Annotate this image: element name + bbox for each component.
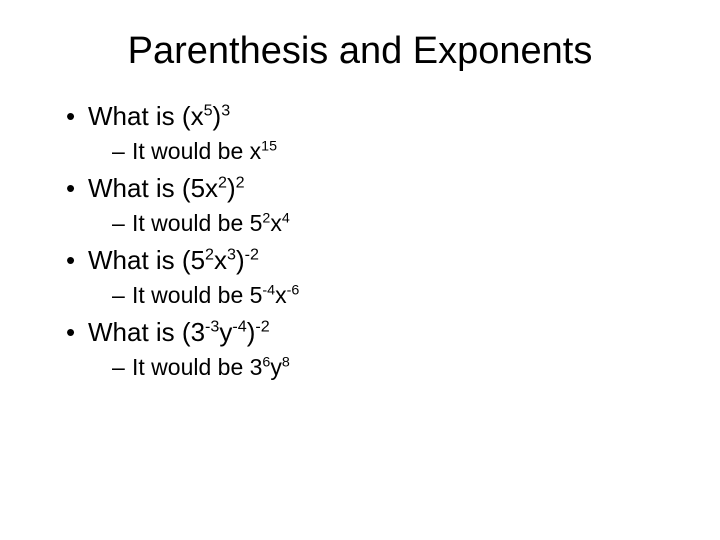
answer-text: It would be 5-4x-6	[132, 282, 299, 309]
answer-text: It would be 36y8	[132, 354, 290, 381]
bullet-marker: •	[60, 101, 88, 132]
dash-marker: –	[112, 138, 132, 165]
dash-marker: –	[112, 210, 132, 237]
dash-marker: –	[112, 354, 132, 381]
bullet-marker: •	[60, 317, 88, 348]
bullet-marker: •	[60, 173, 88, 204]
sub-item: – It would be 52x4	[60, 210, 670, 237]
bullet-item: • What is (5x2)2	[60, 173, 670, 204]
bullet-item: • What is (x5)3	[60, 101, 670, 132]
question-text: What is (3-3y-4)-2	[88, 317, 270, 348]
sub-item: – It would be 36y8	[60, 354, 670, 381]
dash-marker: –	[112, 282, 132, 309]
bullet-item: • What is (52x3)-2	[60, 245, 670, 276]
question-text: What is (5x2)2	[88, 173, 245, 204]
answer-text: It would be x15	[132, 138, 277, 165]
sub-item: – It would be 5-4x-6	[60, 282, 670, 309]
bullet-item: • What is (3-3y-4)-2	[60, 317, 670, 348]
sub-item: – It would be x15	[60, 138, 670, 165]
question-text: What is (52x3)-2	[88, 245, 259, 276]
slide-title: Parenthesis and Exponents	[50, 30, 670, 73]
question-text: What is (x5)3	[88, 101, 230, 132]
answer-text: It would be 52x4	[132, 210, 290, 237]
slide-content: • What is (x5)3 – It would be x15 • What…	[50, 101, 670, 381]
bullet-marker: •	[60, 245, 88, 276]
